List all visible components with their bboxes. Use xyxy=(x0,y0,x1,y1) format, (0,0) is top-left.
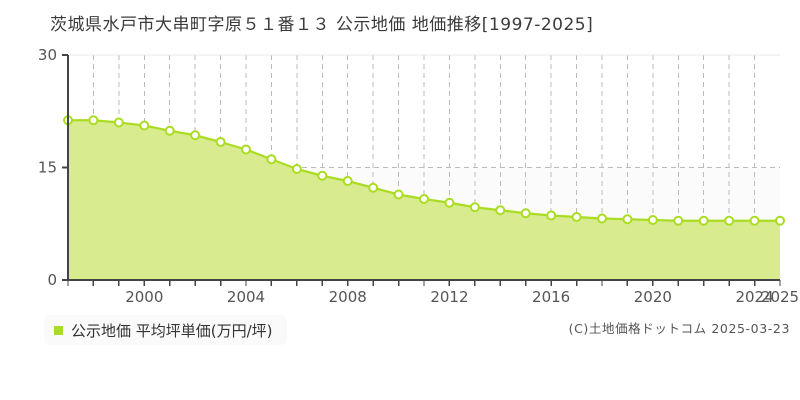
y-axis-tick-label: 0 xyxy=(47,271,57,289)
y-axis-tick-label: 30 xyxy=(38,46,57,64)
x-axis-tick-label: 2004 xyxy=(227,288,265,306)
data-point-marker[interactable] xyxy=(673,215,684,226)
data-point-marker[interactable] xyxy=(139,120,150,131)
y-axis-tick-labels: 0 15 30 xyxy=(38,46,57,289)
legend-label: 公示地価 平均坪単価(万円/坪) xyxy=(71,321,273,340)
data-point-marker[interactable] xyxy=(291,164,302,174)
x-axis-tick-label: 2020 xyxy=(634,288,672,306)
x-axis-tick-label: 2012 xyxy=(430,288,468,306)
data-point-marker[interactable] xyxy=(444,197,455,208)
data-point-marker[interactable] xyxy=(393,189,404,200)
data-point-marker[interactable] xyxy=(469,202,480,213)
x-axis-tick-label: 2024 xyxy=(735,288,773,306)
y-axis-tick-label: 15 xyxy=(38,159,57,177)
data-point-marker[interactable] xyxy=(368,182,379,193)
data-point-marker[interactable] xyxy=(164,125,175,136)
x-axis-tick-label: 2000 xyxy=(125,288,163,306)
data-point-marker[interactable] xyxy=(342,176,353,186)
data-point-marker[interactable] xyxy=(698,215,709,226)
data-point-marker[interactable] xyxy=(113,117,124,128)
x-axis-tick-label: 2008 xyxy=(329,288,367,306)
copyright-credit: (C)土地価格ドットコム 2025-03-23 xyxy=(568,321,790,336)
chart-title: 茨城県水戸市大串町字原５１番１３ 公示地価 地価推移[1997-2025] xyxy=(50,15,594,35)
series-data-point-markers[interactable] xyxy=(63,115,785,226)
data-point-marker[interactable] xyxy=(88,115,99,126)
data-point-marker[interactable] xyxy=(749,215,760,226)
data-point-marker[interactable] xyxy=(546,210,557,221)
x-axis-tick-label: 2016 xyxy=(532,288,570,306)
data-point-marker[interactable] xyxy=(724,215,735,226)
data-point-marker[interactable] xyxy=(775,215,785,226)
data-point-marker[interactable] xyxy=(419,194,429,204)
data-point-marker[interactable] xyxy=(266,154,277,165)
x-axis-tick-label: 2025 xyxy=(761,288,799,306)
data-point-marker[interactable] xyxy=(241,144,251,155)
data-point-marker[interactable] xyxy=(215,137,226,147)
data-point-marker[interactable] xyxy=(495,205,506,216)
data-point-marker[interactable] xyxy=(647,215,658,225)
legend: 公示地価 平均坪単価(万円/坪) xyxy=(44,315,287,345)
axis-lines xyxy=(62,54,781,286)
data-point-marker[interactable] xyxy=(597,213,607,224)
data-point-marker[interactable] xyxy=(622,214,633,225)
data-point-marker[interactable] xyxy=(520,208,531,219)
legend-square-marker-icon xyxy=(54,325,63,335)
data-point-marker[interactable] xyxy=(317,170,328,181)
data-point-marker[interactable] xyxy=(190,130,201,141)
data-point-marker[interactable] xyxy=(571,212,582,222)
